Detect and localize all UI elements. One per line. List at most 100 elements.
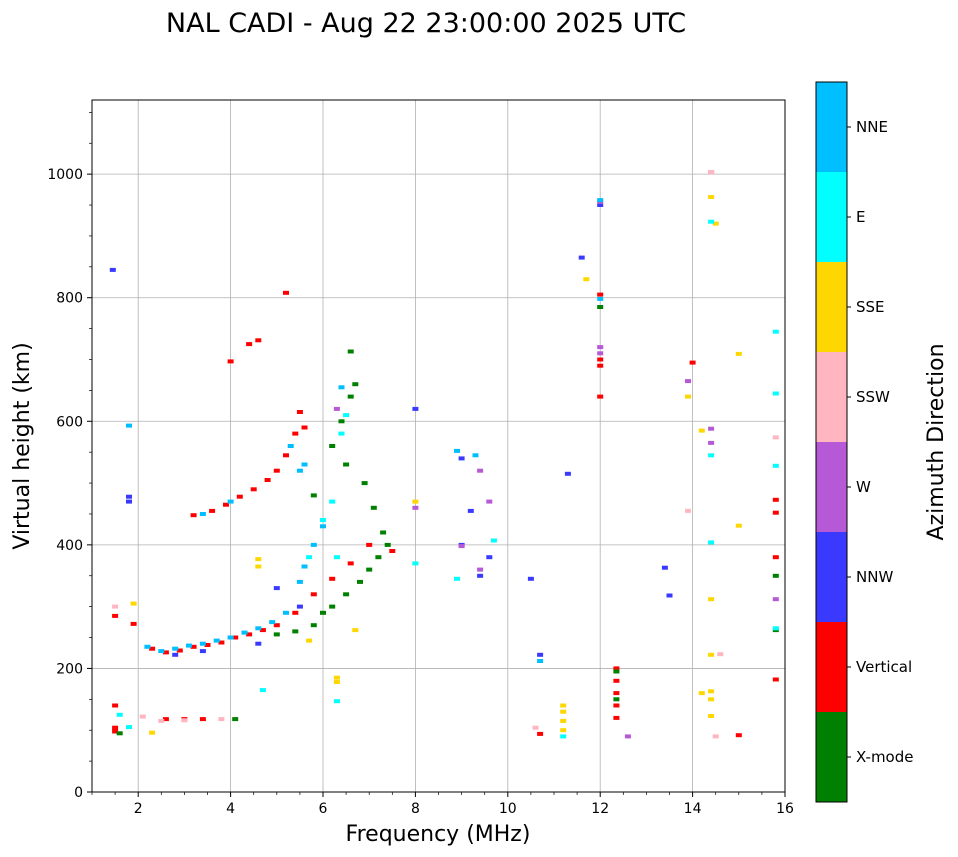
data-point-vertical: [283, 453, 289, 458]
data-point-vertical: [347, 561, 354, 566]
data-point-vertical: [613, 678, 620, 683]
x-tick-label: 10: [499, 801, 517, 817]
data-point-sse: [412, 499, 419, 504]
y-tick-label: 400: [56, 538, 83, 554]
data-point-nne: [597, 198, 604, 203]
data-point-vertical: [613, 691, 620, 696]
data-point-vertical: [310, 592, 317, 597]
data-point-w: [458, 544, 465, 549]
data-point-vertical: [689, 360, 696, 365]
data-point-sse: [560, 728, 567, 733]
data-point-x-mode: [343, 592, 350, 597]
data-point-nne: [301, 462, 308, 467]
data-point-nnw: [172, 652, 179, 657]
data-point-vertical: [735, 733, 742, 738]
data-point-w: [486, 499, 493, 504]
data-points: [109, 170, 779, 739]
data-point-nne: [296, 468, 303, 473]
data-point-vertical: [366, 542, 373, 547]
x-tick-label: 4: [226, 801, 235, 817]
data-point-vertical: [236, 494, 243, 499]
data-point-vertical: [264, 478, 271, 482]
data-point-vertical: [223, 502, 229, 507]
y-tick-label: 800: [56, 291, 83, 307]
data-point-vertical: [329, 576, 336, 581]
colorbar-segment: [816, 352, 847, 442]
data-point-nnw: [467, 508, 474, 513]
data-point-nne: [301, 564, 308, 569]
colorbar-label: NNW: [856, 568, 893, 586]
data-point-x-mode: [366, 567, 373, 572]
data-point-vertical: [389, 549, 396, 553]
data-point-sse: [560, 718, 567, 723]
data-point-w: [772, 597, 779, 602]
data-point-x-mode: [329, 604, 336, 609]
data-point-nne: [537, 659, 544, 663]
data-point-vertical: [255, 338, 262, 343]
data-point-sse: [708, 689, 715, 694]
data-point-w: [477, 468, 484, 473]
data-point-x-mode: [384, 542, 391, 547]
data-point-x-mode: [357, 579, 363, 584]
data-point-sse: [560, 703, 567, 708]
data-point-nne: [144, 644, 151, 649]
data-point-nnw: [296, 604, 303, 609]
data-point-nne: [213, 638, 220, 643]
data-point-sse: [149, 730, 156, 735]
data-point-vertical: [772, 497, 779, 502]
data-point-x-mode: [347, 394, 354, 399]
data-point-nne: [283, 610, 289, 615]
data-point-nnw: [666, 593, 673, 598]
data-point-nnw: [199, 649, 206, 654]
data-point-nne: [338, 385, 345, 390]
data-point-e: [772, 626, 779, 631]
data-point-vertical: [218, 640, 225, 645]
data-point-w: [477, 567, 484, 572]
data-point-e: [333, 555, 340, 560]
x-tick-label: 12: [591, 801, 609, 817]
data-point-sse: [712, 221, 719, 226]
data-point-x-mode: [310, 623, 317, 628]
y-tick-label: 600: [56, 414, 83, 430]
data-point-x-mode: [343, 462, 350, 467]
data-point-nne: [227, 499, 234, 504]
data-point-nne: [255, 626, 262, 631]
data-point-vertical: [246, 632, 253, 637]
data-point-w: [685, 379, 691, 384]
data-point-nne: [454, 448, 460, 453]
data-point-nnw: [458, 456, 465, 461]
x-tick-label: 16: [776, 801, 794, 817]
data-point-nne: [172, 646, 179, 651]
data-point-vertical: [597, 292, 604, 297]
data-point-vertical: [301, 425, 308, 430]
data-point-vertical: [162, 717, 169, 722]
data-point-e: [772, 329, 779, 334]
data-point-ssw: [218, 717, 225, 722]
data-point-vertical: [597, 357, 604, 362]
data-point-x-mode: [772, 573, 779, 578]
data-point-nnw: [412, 406, 419, 411]
data-point-sse: [560, 709, 567, 714]
data-point-ssw: [717, 652, 724, 657]
data-point-x-mode: [370, 505, 377, 510]
data-point-e: [708, 540, 715, 545]
axis-ticks: 2 4 6 8 10 12 14 16 0 200 400 600 800 1000: [47, 112, 794, 817]
data-point-nnw: [255, 641, 262, 646]
data-point-ssw: [712, 734, 719, 739]
x-tick-label: 14: [684, 801, 702, 817]
data-point-vertical: [772, 555, 779, 560]
data-point-vertical: [273, 623, 280, 628]
data-point-e: [320, 518, 326, 523]
data-point-vertical: [537, 731, 544, 736]
data-point-sse: [708, 652, 715, 657]
data-point-nne: [296, 579, 303, 584]
data-point-e: [772, 463, 779, 468]
y-axis-title: Virtual height (km): [10, 342, 35, 549]
data-point-nne: [472, 453, 479, 458]
data-point-vertical: [259, 628, 266, 633]
data-point-x-mode: [361, 481, 368, 486]
colorbar-label: X-mode: [856, 748, 913, 766]
data-point-nne: [186, 643, 192, 648]
data-point-x-mode: [329, 444, 336, 448]
data-point-ssw: [112, 604, 119, 609]
